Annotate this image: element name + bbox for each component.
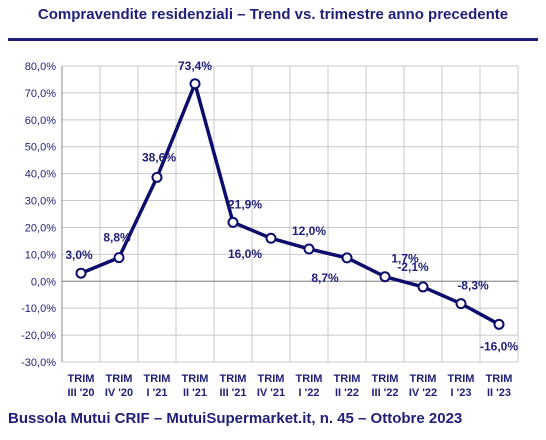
footer-source: Bussola Mutui CRIF – MutuiSupermarket.it… [8,410,463,427]
data-point [75,267,87,279]
x-tick-label: TRIM [334,373,361,385]
data-label: -2,1% [397,260,429,274]
data-point [493,318,505,330]
y-tick-label: 20,0% [25,222,56,234]
x-tick-label: TRIM [106,373,133,385]
data-label: 12,0% [292,224,326,238]
data-label: -16,0% [480,339,518,353]
y-tick-label: 0,0% [31,276,56,288]
data-point [341,252,353,264]
y-tick-label: 40,0% [25,169,56,181]
x-tick-label: TRIM [448,373,475,385]
x-tick-label: III '20 [67,387,94,399]
data-point [417,281,429,293]
x-tick-label: TRIM [220,373,247,385]
x-tick-label: IV '22 [409,387,437,399]
data-label: 16,0% [228,247,262,261]
data-point [303,243,315,255]
x-tick-label: II '21 [183,387,207,399]
data-label: 8,7% [311,271,339,285]
data-point [113,252,125,264]
x-tick-label: TRIM [410,373,437,385]
data-point [379,271,391,283]
x-tick-label: TRIM [182,373,209,385]
x-tick-label: II '22 [335,387,359,399]
x-tick-label: IV '21 [257,387,285,399]
x-tick-label: TRIM [144,373,171,385]
data-label: 3,0% [65,248,93,262]
y-tick-label: 60,0% [25,115,56,127]
data-label: 38,6% [142,150,176,164]
x-tick-label: TRIM [296,373,323,385]
x-tick-label: I '22 [299,387,320,399]
data-point [189,78,201,90]
y-tick-label: -10,0% [21,303,56,315]
y-tick-label: 50,0% [25,142,56,154]
y-tick-label: 80,0% [25,61,56,73]
data-label: -8,3% [457,279,489,293]
data-point [227,216,239,228]
data-label: 8,8% [103,231,131,245]
y-tick-label: 30,0% [25,196,56,208]
series-line [80,82,500,326]
x-tick-label: IV '20 [105,387,133,399]
y-tick-label: 70,0% [25,88,56,100]
data-label: 73,4% [178,59,212,73]
data-point [151,171,163,183]
data-point [265,232,277,244]
x-tick-label: I '21 [147,387,168,399]
x-tick-label: I '23 [451,387,472,399]
y-tick-label: -30,0% [21,357,56,369]
y-tick-label: -20,0% [21,330,56,342]
data-point [455,298,467,310]
x-tick-label: III '22 [371,387,398,399]
data-label: 21,9% [228,197,262,211]
x-tick-label: TRIM [68,373,95,385]
title-divider [8,38,538,41]
chart-title: Compravendite residenziali – Trend vs. t… [37,6,509,23]
x-tick-label: II '23 [487,387,511,399]
x-tick-label: TRIM [258,373,285,385]
x-tick-label: III '21 [219,387,246,399]
y-tick-label: 10,0% [25,249,56,261]
data-label: 1,7% [391,252,419,266]
x-tick-label: TRIM [486,373,513,385]
x-tick-label: TRIM [372,373,399,385]
